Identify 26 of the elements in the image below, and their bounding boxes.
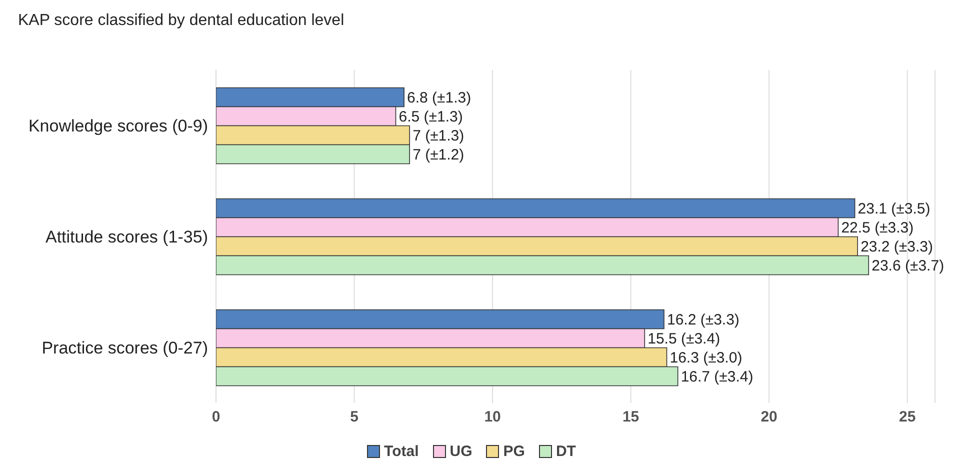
- chart-title: KAP score classified by dental education level: [18, 12, 344, 30]
- data-label: 15.5 (±3.4): [648, 330, 720, 348]
- data-label: 23.1 (±3.5): [858, 200, 930, 218]
- data-label: 16.3 (±3.0): [670, 350, 742, 367]
- data-label: 6.5 (±1.3): [398, 108, 463, 126]
- x-tick-label: 0: [212, 408, 220, 426]
- data-label: 7 (±1.2): [412, 146, 464, 164]
- x-tick-label: 10: [484, 408, 501, 426]
- legend-label: Total: [384, 443, 419, 460]
- y-tick-label: Knowledge scores (0-9): [28, 116, 208, 136]
- y-tick-label: Practice scores (0-27): [42, 338, 208, 358]
- data-label: 23.6 (±3.7): [872, 258, 944, 275]
- x-tick-label: 15: [622, 408, 640, 426]
- legend-label: DT: [556, 443, 576, 460]
- legend-label: PG: [503, 443, 525, 460]
- legend-label: UG: [450, 443, 472, 460]
- data-label: 22.5 (±3.3): [841, 220, 914, 237]
- data-label: 23.2 (±3.3): [860, 238, 934, 256]
- x-tick-label: 5: [350, 408, 358, 426]
- y-tick-label: Attitude scores (1-35): [45, 228, 208, 247]
- data-label: 6.8 (±1.3): [407, 90, 472, 107]
- x-tick-label: 25: [899, 408, 916, 426]
- x-tick-label: 20: [760, 408, 778, 426]
- data-label: 16.7 (±3.4): [680, 368, 754, 386]
- data-label: 7 (±1.3): [412, 128, 464, 145]
- data-label: 16.2 (±3.3): [666, 312, 740, 329]
